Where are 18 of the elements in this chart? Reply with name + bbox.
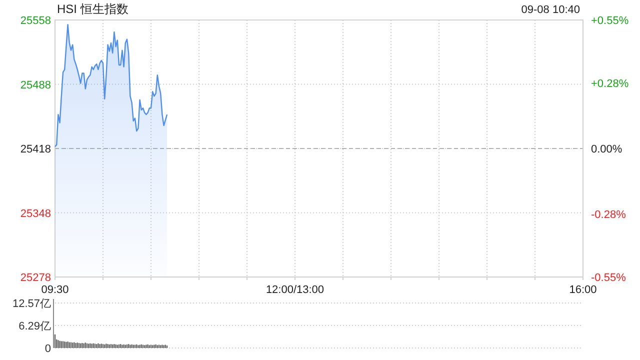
y-tick-label: 25488 xyxy=(20,79,51,92)
y-tick-label: 6.29亿 xyxy=(18,320,51,332)
y-tick-label: 25558 xyxy=(20,15,51,27)
y-tick-label: 25278 xyxy=(20,272,51,284)
y2-tick-label: +0.55% xyxy=(591,15,629,27)
x-tick-label: 12:00/13:00 xyxy=(266,284,324,296)
x-tick-label: 09:30 xyxy=(41,284,69,296)
y-tick-label: 25348 xyxy=(20,208,51,220)
y-tick-label: 25418 xyxy=(20,144,51,156)
y-tick-label: 0 xyxy=(44,343,51,355)
y2-tick-label: 0.00% xyxy=(591,144,622,156)
y2-tick-label: -0.55% xyxy=(591,272,626,284)
y2-tick-label: -0.28% xyxy=(591,208,626,221)
y2-tick-label: +0.28% xyxy=(591,78,629,90)
y-tick-label: 12.57亿 xyxy=(12,298,51,310)
x-tick-label: 16:00 xyxy=(569,284,597,296)
chart-title: HSI 恒生指数 xyxy=(57,2,128,16)
text: 09-08 10:40 xyxy=(521,4,580,16)
